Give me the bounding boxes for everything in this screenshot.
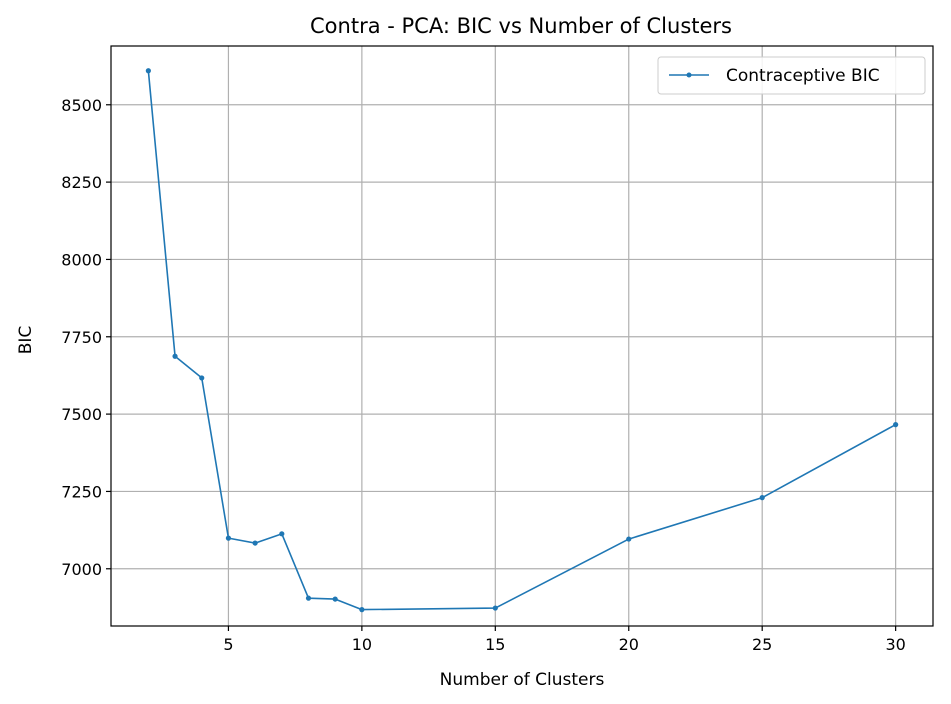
legend-box [657,56,926,95]
y-tick-label: 7750 [61,328,102,347]
x-axis-title: Number of Clusters [440,670,605,690]
data-point [145,68,151,74]
series-layer [145,68,899,613]
data-point [279,531,285,537]
y-tick-label: 8000 [61,250,102,269]
chart-title: Contra - PCA: BIC vs Number of Clusters [310,14,732,38]
data-point [332,596,338,602]
data-point [759,495,765,501]
x-tick-label: 15 [485,635,505,654]
plot-area [111,46,933,626]
data-point [893,422,899,428]
data-point [252,540,258,546]
data-point [199,375,205,381]
legend: Contraceptive BIC [657,56,926,95]
grid-lines [111,46,933,626]
plot-frame [110,45,934,627]
data-point [359,607,365,613]
x-tick-label: 10 [352,635,372,654]
data-point [626,536,632,542]
x-tick-label: 25 [752,635,772,654]
x-tick-label: 5 [223,635,233,654]
y-tick-label: 7500 [61,405,102,424]
x-axis-ticks: 5 10 15 20 25 30 [223,626,906,654]
y-axis-title: BIC [16,326,36,355]
data-point [172,353,178,359]
legend-label: Contraceptive BIC [726,66,880,86]
y-tick-label: 7250 [61,482,102,501]
data-point [225,535,232,541]
legend-marker-swatch [686,72,692,78]
x-tick-label: 30 [885,635,905,654]
data-point [492,605,498,611]
y-tick-label: 8250 [61,173,102,192]
y-tick-label: 8500 [61,96,102,115]
y-axis-ticks: 7000 7250 7500 7750 8000 8250 8500 [61,96,111,579]
x-tick-label: 20 [619,635,639,654]
data-point [305,595,312,601]
y-tick-label: 7000 [61,560,102,579]
